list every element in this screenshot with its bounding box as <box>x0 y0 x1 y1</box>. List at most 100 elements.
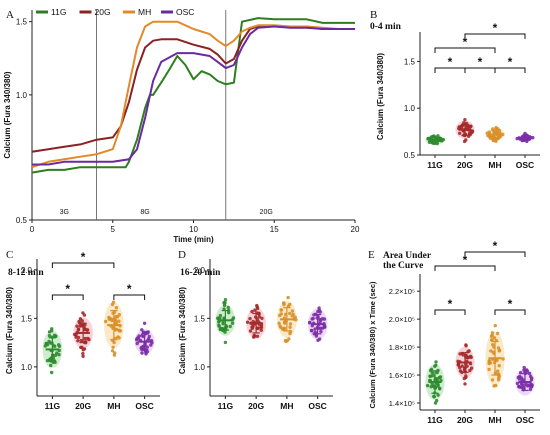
significance-star: * <box>448 297 453 311</box>
data-point <box>464 138 468 142</box>
data-point <box>116 335 120 339</box>
data-point <box>83 336 87 341</box>
data-point <box>222 301 226 305</box>
data-point <box>288 325 292 329</box>
data-point <box>47 334 52 338</box>
data-point <box>252 335 256 339</box>
data-point <box>146 330 150 334</box>
data-point <box>456 363 461 367</box>
data-point <box>230 321 235 325</box>
data-point <box>86 336 90 341</box>
data-point <box>308 320 312 325</box>
data-point <box>76 327 81 331</box>
data-point <box>286 295 290 300</box>
data-point <box>75 324 79 328</box>
panel-d-y-tick-label: 1.0 <box>194 363 206 372</box>
data-point <box>294 318 298 322</box>
data-point <box>288 331 292 336</box>
significance-bracket <box>494 67 526 73</box>
data-point <box>223 340 228 345</box>
data-point <box>438 375 443 379</box>
panel-c-letter: C <box>6 249 13 261</box>
data-point <box>522 365 526 370</box>
panel-b-y-tick-label: 0.5 <box>404 151 416 160</box>
data-point <box>469 355 473 360</box>
data-point <box>142 330 146 335</box>
panel-e-subtitle-line: the Curve <box>383 261 423 271</box>
data-point <box>531 135 535 140</box>
category-label-osc: OSC <box>516 160 534 170</box>
data-point <box>497 364 501 368</box>
data-point <box>279 308 284 312</box>
data-point <box>465 355 470 359</box>
data-point <box>248 329 253 333</box>
panel-d: D 16-20 min 1.0 1.5 2.0 Calcium (Fura 340/380… <box>178 249 333 411</box>
panel-d-letter: D <box>178 249 186 261</box>
significance-bracket <box>51 294 84 300</box>
series-line-osc <box>32 25 355 166</box>
data-point <box>487 359 491 363</box>
data-point <box>493 323 497 328</box>
data-point <box>458 352 462 356</box>
data-point <box>114 318 118 323</box>
panel-c: C 8-12 min 1.0 1.5 2.0 Calcium (Fura 340/380)… <box>5 249 160 411</box>
data-point <box>487 130 492 134</box>
data-point <box>317 306 321 310</box>
data-point <box>516 375 520 380</box>
panel-d-subtitle: 16-20 min <box>180 268 221 278</box>
data-point <box>494 383 498 388</box>
panel-c-subtitle: 8-12 min <box>8 268 44 278</box>
panel-b-y-axis-label: Calcium (Fura 340/380) <box>376 53 385 140</box>
significance-star: * <box>81 250 86 264</box>
data-point <box>429 367 434 371</box>
data-point <box>248 316 252 321</box>
data-point <box>489 349 493 353</box>
significance-bracket <box>464 33 526 39</box>
data-point <box>433 401 438 405</box>
panel-c-y-tick-label: 1.5 <box>21 314 33 323</box>
series-line-mh <box>31 20 355 169</box>
data-point <box>496 369 500 373</box>
data-point <box>463 382 467 386</box>
data-point <box>528 387 533 392</box>
category-label-20g: 20G <box>457 160 473 170</box>
data-point <box>81 351 85 356</box>
data-point <box>279 312 283 316</box>
data-point <box>111 345 115 349</box>
data-point <box>468 125 472 130</box>
data-point <box>110 349 115 353</box>
data-point <box>494 139 498 143</box>
data-point <box>522 368 526 372</box>
data-point <box>319 329 323 334</box>
data-point <box>496 346 501 350</box>
significance-bracket <box>494 309 526 315</box>
panel-e-y-tick-label: 1.8×10⁵ <box>389 343 415 352</box>
data-point <box>223 298 228 302</box>
significance-bracket <box>434 265 496 271</box>
data-point <box>140 328 144 332</box>
data-point <box>260 316 264 320</box>
significance-star: * <box>493 21 498 35</box>
panel-e: E Area Under the Curve 1.4×10⁵ 1.6×10⁵ 1.8×10… <box>368 239 540 425</box>
data-point <box>250 325 254 329</box>
data-point <box>462 376 466 381</box>
panel-b-letter: B <box>370 9 377 21</box>
panel-a-letter: A <box>6 9 14 21</box>
data-point <box>81 354 85 358</box>
data-point <box>257 315 261 319</box>
panel-a-x-tick-label: 15 <box>270 225 279 234</box>
data-point <box>491 127 495 131</box>
data-point <box>490 331 495 335</box>
data-point <box>515 136 519 141</box>
data-point <box>54 334 58 338</box>
data-point <box>492 336 497 340</box>
legend-label-20g: 20G <box>95 7 111 17</box>
data-point <box>430 371 435 375</box>
significance-star: * <box>508 55 513 69</box>
data-point <box>217 323 221 327</box>
data-point <box>288 322 293 326</box>
panel-a-x-tick-label: 0 <box>30 225 35 234</box>
data-point <box>140 351 144 355</box>
category-label-11g: 11G <box>45 401 61 411</box>
